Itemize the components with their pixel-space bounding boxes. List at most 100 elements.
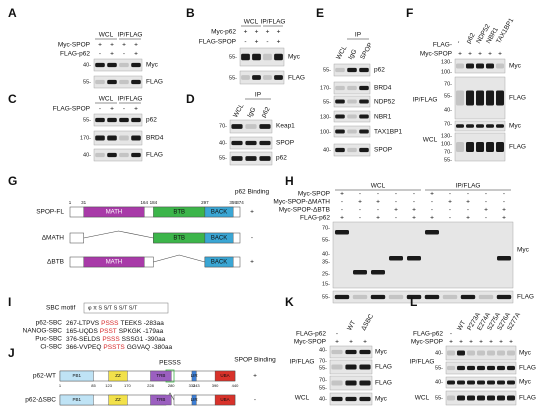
group-label: IP [355, 32, 361, 39]
band [331, 349, 343, 355]
band [457, 380, 465, 385]
row-label: Myc-SPOP [298, 191, 330, 198]
band [496, 294, 512, 300]
sign: - [467, 191, 469, 198]
sequence-name: Ci-SBC [40, 344, 62, 351]
row-label: FLAG-p62 [300, 215, 330, 222]
band [345, 380, 357, 386]
sequence-pre: 165-UQDS [66, 328, 98, 335]
sequence-name: Puc-SBC [35, 336, 62, 343]
band [359, 396, 371, 402]
mw-marker: 15- [322, 281, 330, 287]
band [425, 230, 439, 235]
band-label: FLAG [146, 79, 163, 86]
band [131, 152, 141, 158]
band [119, 79, 129, 85]
band [335, 114, 345, 119]
row-label: FLAG-p62 [413, 331, 443, 338]
band [347, 114, 357, 119]
band-label: SPOP [374, 147, 392, 154]
band-label: BRD4 [374, 85, 392, 92]
sign: + [266, 29, 270, 36]
domain [214, 394, 236, 406]
domain-label: BTB [173, 236, 185, 242]
band [447, 365, 455, 371]
mw-marker: 70- [322, 225, 330, 231]
lane-label: SPOP [359, 42, 374, 61]
band-label: FLAG [375, 364, 392, 371]
sign: + [509, 339, 513, 346]
band [477, 380, 485, 385]
band [507, 395, 515, 401]
band [131, 117, 141, 123]
band [359, 129, 369, 134]
aa-position: 359 [229, 200, 237, 205]
row-label: Myc-SPOP [411, 339, 443, 346]
sign: + [98, 42, 102, 49]
mw-marker: 40- [83, 152, 91, 158]
sequence-core: PSSS [101, 320, 119, 327]
sign: - [359, 207, 361, 214]
aa-position: 390 [212, 383, 219, 388]
domain-label: ZZ [115, 373, 121, 378]
blot [239, 47, 285, 67]
mw-marker: 55- [319, 365, 327, 371]
domain-label: ZZ [115, 397, 121, 402]
aa-position: 280 [168, 383, 175, 388]
band [486, 124, 494, 128]
domain-label: MATH [106, 210, 123, 216]
band [259, 140, 271, 146]
domain-label: TRB [156, 397, 165, 402]
sign: - [449, 191, 451, 198]
band [345, 349, 357, 355]
band [466, 141, 474, 153]
band [119, 117, 129, 123]
blot [239, 70, 285, 85]
mw-marker: 40- [219, 140, 227, 146]
group-label: IP/FLAG [118, 32, 143, 39]
domain [204, 256, 234, 268]
band [231, 124, 243, 129]
band [119, 152, 129, 158]
band-label: p62 [276, 155, 287, 162]
band [107, 152, 117, 158]
band-label: Myc [146, 62, 159, 69]
band [487, 395, 495, 401]
band [259, 156, 271, 161]
band [107, 62, 117, 68]
band [252, 53, 261, 61]
panel-letter: L [410, 295, 417, 309]
band [456, 90, 464, 106]
band [476, 90, 484, 106]
sequence-post: GGVAQ -380aa [127, 344, 173, 351]
mw-marker: 55- [323, 99, 331, 105]
band [447, 395, 455, 401]
band-label: SPOP [276, 140, 294, 147]
band-label: NBR1 [374, 114, 392, 121]
sign: + [499, 339, 503, 346]
domain-label: LIR [191, 373, 199, 378]
aa-position: 440 [232, 383, 239, 388]
mw-marker: 40- [323, 147, 331, 153]
band [347, 99, 357, 104]
panel-letter: B [186, 6, 195, 20]
sign: - [395, 215, 397, 222]
band [466, 124, 474, 128]
mw-marker: 55- [322, 237, 330, 243]
band [466, 90, 474, 106]
lane-label: WCL [232, 103, 245, 119]
domain [108, 394, 128, 406]
band [359, 114, 369, 119]
band [467, 365, 475, 371]
band [497, 395, 505, 401]
sign: + [469, 339, 473, 346]
domain-label: PB1 [72, 397, 81, 402]
row-label: FLAG-p62 [60, 51, 90, 58]
band [345, 364, 357, 370]
band [331, 396, 343, 402]
band [477, 395, 485, 401]
group-label: IP/FLAG [261, 19, 286, 26]
sign: + [255, 29, 259, 36]
sign: - [431, 207, 433, 214]
